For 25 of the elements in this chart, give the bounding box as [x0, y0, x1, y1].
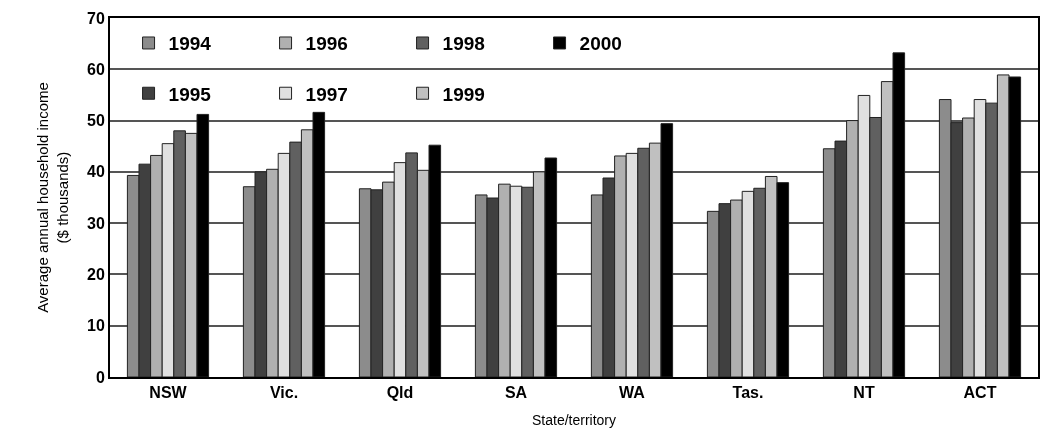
- legend-label: 1996: [305, 33, 348, 55]
- x-tick-label: SA: [504, 384, 528, 402]
- legend-label: 2000: [579, 33, 622, 55]
- y-tick-label: 20: [87, 266, 105, 284]
- y-tick-label: 0: [95, 368, 105, 386]
- legend-label: 1995: [168, 83, 212, 105]
- y-tick-label: 50: [87, 112, 105, 130]
- y-tick-label: 70: [87, 9, 105, 27]
- legend-label: 1994: [168, 33, 212, 55]
- y-tick-label: 40: [87, 163, 105, 181]
- legend-label: 1999: [442, 83, 485, 105]
- x-tick-label: NSW: [149, 384, 188, 402]
- x-tick-label: Vic.: [269, 384, 299, 402]
- legend-label: 1997: [305, 83, 348, 105]
- y-tick-label: 10: [87, 317, 105, 335]
- x-tick-label: Qld: [386, 384, 414, 402]
- y-tick-label: 30: [87, 214, 105, 232]
- x-tick-label: Tas.: [732, 384, 764, 402]
- y-tick-label: 60: [87, 60, 105, 78]
- legend-label: 1998: [442, 33, 485, 55]
- x-tick-label: WA: [619, 384, 646, 402]
- y-axis-title: Average annual household income ($ thousands): [34, 82, 71, 313]
- x-axis-title: State/territory: [531, 412, 617, 428]
- x-tick-label: NT: [853, 384, 875, 402]
- x-tick-label: ACT: [963, 384, 997, 402]
